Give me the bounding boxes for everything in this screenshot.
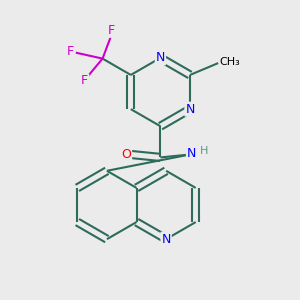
Text: O: O [121,148,131,161]
Text: F: F [108,24,115,37]
Text: N: N [156,51,165,64]
Text: F: F [81,74,88,87]
Text: F: F [66,45,74,58]
Text: N: N [185,103,195,116]
Text: N: N [161,233,171,246]
Text: CH₃: CH₃ [220,57,241,67]
Text: H: H [200,146,208,156]
Text: N: N [187,147,196,161]
